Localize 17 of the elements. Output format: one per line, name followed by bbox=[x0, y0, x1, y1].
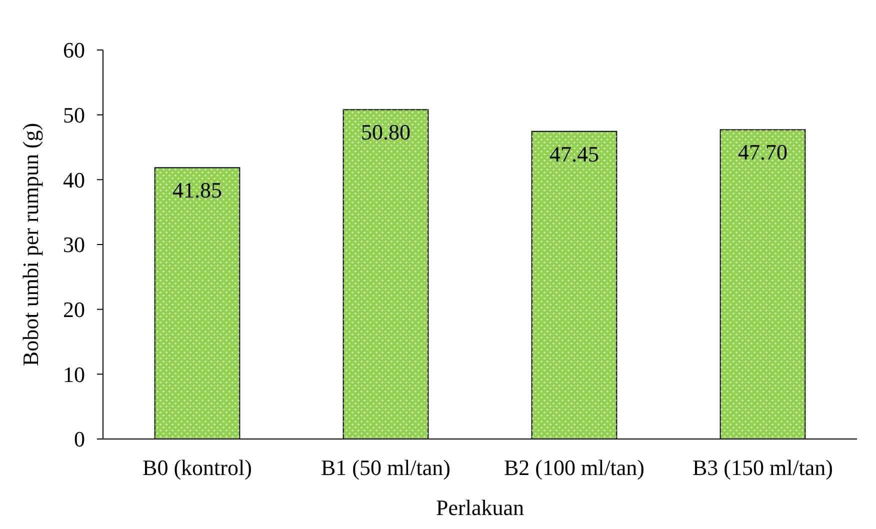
x-axis-title: Perlakuan bbox=[436, 495, 524, 520]
y-tick-label: 40 bbox=[63, 167, 85, 192]
data-label: 50.80 bbox=[361, 120, 410, 145]
x-tick-label: B3 (150 ml/tan) bbox=[692, 455, 834, 480]
data-label: 47.70 bbox=[738, 140, 788, 165]
y-tick-label: 50 bbox=[63, 102, 85, 128]
y-axis-title: Bobot umbi per rumpun (g) bbox=[18, 122, 43, 366]
x-tick-label: B2 (100 ml/tan) bbox=[504, 455, 645, 480]
y-tick-label: 10 bbox=[63, 362, 85, 387]
data-label: 47.45 bbox=[550, 141, 599, 166]
y-tick-label: 30 bbox=[63, 232, 85, 258]
x-tick-label: B0 (kontrol) bbox=[142, 455, 252, 480]
y-tick-label: 0 bbox=[74, 426, 85, 452]
y-tick-label: 60 bbox=[63, 38, 85, 63]
x-tick-label: B1 (50 ml/tan) bbox=[320, 455, 451, 480]
y-tick-label: 20 bbox=[63, 297, 85, 322]
data-label: 41.85 bbox=[172, 178, 222, 203]
